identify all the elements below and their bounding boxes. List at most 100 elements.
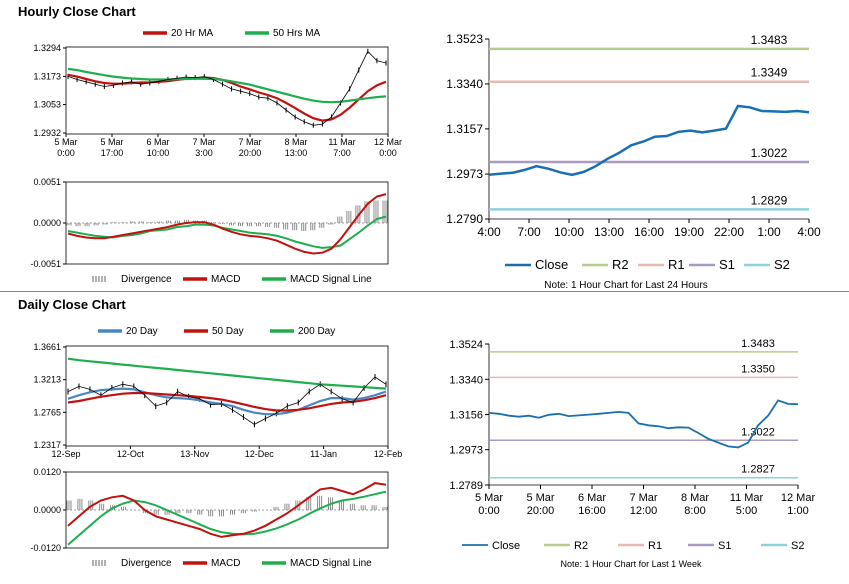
- legend-50-hrs-ma: 50 Hrs MA: [273, 28, 321, 39]
- legend-macd: MACD: [211, 274, 240, 285]
- level-label-s2: 1.2829: [751, 193, 788, 207]
- y-tick-label: 1.2765: [33, 407, 61, 417]
- legend-macd: MACD: [211, 558, 240, 569]
- y-tick-label: 1.2973: [449, 445, 483, 457]
- x-tick-label: 12:00: [630, 505, 658, 517]
- y-tick-label: -0.0051: [30, 259, 61, 269]
- x-tick-label: 0:00: [478, 505, 499, 517]
- series-line-200-day: [67, 357, 387, 390]
- x-tick-label: 11-Jan: [310, 449, 337, 459]
- y-tick-label: 1.2973: [446, 167, 483, 181]
- legend-20-day: 20 Day: [126, 326, 158, 337]
- legend-200-day: 200 Day: [298, 326, 335, 337]
- level-label-s2: 1.2827: [741, 464, 775, 476]
- y-tick-label: 0.0120: [33, 467, 61, 477]
- y-tick-label: 1.3661: [33, 342, 61, 352]
- x-tick-label: 6 Mar: [578, 492, 606, 504]
- x-tick-label: 22:00: [714, 225, 744, 239]
- close-line: [488, 104, 810, 177]
- legend-close: Close: [535, 257, 568, 272]
- y-tick-label: 1.3523: [446, 32, 483, 46]
- x-tick-label: 5 Mar: [526, 492, 554, 504]
- x-tick-label: 7 Mar: [192, 137, 215, 147]
- price-line: [67, 50, 387, 126]
- x-tick-label: 5 Mar: [100, 137, 123, 147]
- y-tick-label: 1.2317: [33, 440, 61, 450]
- legend-r1: R1: [668, 257, 685, 272]
- y-tick-label: 1.3213: [33, 375, 61, 385]
- section-divider: [0, 291, 849, 292]
- x-tick-label: 12-Feb: [374, 449, 403, 459]
- legend-close: Close: [492, 540, 520, 552]
- legend-divergence: Divergence: [121, 558, 172, 569]
- y-tick-label: 1.3524: [449, 339, 483, 351]
- x-tick-label: 5 Mar: [54, 137, 77, 147]
- x-tick-label: 8 Mar: [681, 492, 709, 504]
- x-tick-label: 20:00: [527, 505, 555, 517]
- legend-s1: S1: [718, 540, 731, 552]
- x-tick-label: 13:00: [285, 148, 308, 158]
- x-tick-label: 10:00: [554, 225, 584, 239]
- x-tick-label: 3:00: [195, 148, 213, 158]
- x-tick-label: 16:00: [578, 505, 606, 517]
- level-label-r1: 1.3350: [741, 363, 775, 375]
- level-label-s1: 1.3022: [751, 146, 788, 160]
- y-tick-label: 1.3156: [449, 410, 483, 422]
- plot-frame: [65, 46, 389, 135]
- plot-frame: [65, 345, 389, 447]
- macd-signal-line: [67, 490, 387, 546]
- y-tick-label: 1.2789: [449, 480, 483, 492]
- chart-note: Note: 1 Hour Chart for Last 1 Week: [561, 559, 702, 569]
- x-tick-label: 19:00: [674, 225, 704, 239]
- hourly-section-title: Hourly Close Chart: [18, 4, 136, 19]
- y-tick-label: 1.3294: [33, 43, 61, 53]
- x-tick-label: 7:00: [333, 148, 351, 158]
- y-tick-label: 1.3053: [33, 100, 61, 110]
- legend-s1: S1: [719, 257, 735, 272]
- y-tick-label: 0.0000: [33, 505, 61, 515]
- macd-line: [67, 482, 387, 538]
- level-label-s1: 1.3022: [741, 426, 775, 438]
- x-tick-label: 12-Sep: [51, 449, 80, 459]
- level-label-r2: 1.3483: [751, 33, 788, 47]
- legend-r1: R1: [648, 540, 662, 552]
- series-line-20-day: [67, 387, 387, 416]
- x-tick-label: 12 Mar: [374, 137, 402, 147]
- legend-macd-signal-line: MACD Signal Line: [290, 274, 372, 285]
- x-tick-label: 6 Mar: [146, 137, 169, 147]
- y-tick-label: 1.2790: [446, 212, 483, 226]
- x-tick-label: 5 Mar: [475, 492, 503, 504]
- chart-note: Note: 1 Hour Chart for Last 24 Hours: [544, 280, 707, 291]
- series-line-50-hrs-ma: [67, 67, 387, 104]
- y-tick-label: 0.0000: [33, 218, 61, 228]
- x-tick-label: 8:00: [684, 505, 705, 517]
- price-line: [67, 376, 387, 425]
- y-tick-label: 1.3340: [449, 374, 483, 386]
- level-label-r2: 1.3483: [741, 338, 775, 350]
- x-tick-label: 13:00: [594, 225, 624, 239]
- x-tick-label: 12 Mar: [781, 492, 816, 504]
- legend-r2: R2: [574, 540, 588, 552]
- legend-divergence: Divergence: [121, 274, 172, 285]
- hourly-macd-chart: 0.0051 0.0000 -0.0051 Divergence MACD MACD Si…: [30, 177, 389, 285]
- y-tick-label: 1.2932: [33, 128, 61, 138]
- y-tick-label: 0.0051: [33, 177, 61, 187]
- x-tick-label: 7 Mar: [238, 137, 261, 147]
- legend-macd-signal-line: MACD Signal Line: [290, 558, 372, 569]
- x-tick-label: 11 Mar: [328, 137, 355, 147]
- series-line-50-day: [67, 391, 387, 412]
- x-tick-label: 1:00: [757, 225, 781, 239]
- x-tick-label: 0:00: [379, 148, 397, 158]
- close-line: [488, 399, 799, 449]
- y-tick-label: -0.0120: [30, 543, 61, 553]
- daily-macd-chart: 0.0120 0.0000 -0.0120 Divergence MACD MACD Si…: [30, 467, 389, 569]
- x-tick-label: 4:00: [477, 225, 501, 239]
- x-tick-label: 10:00: [147, 148, 170, 158]
- x-tick-label: 17:00: [101, 148, 124, 158]
- legend-r2: R2: [612, 257, 629, 272]
- x-tick-label: 7:00: [517, 225, 541, 239]
